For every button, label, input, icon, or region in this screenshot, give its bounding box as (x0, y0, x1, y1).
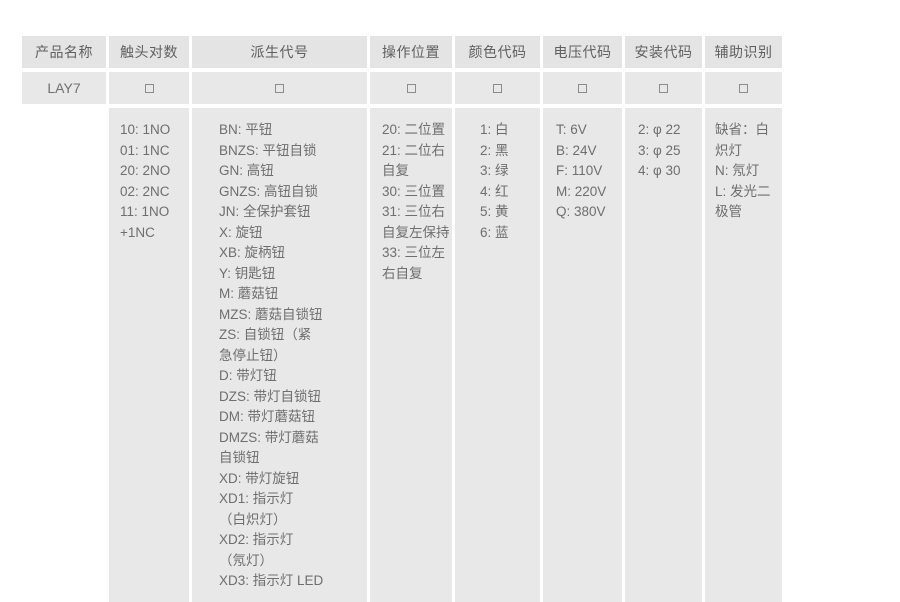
body-cell-aux-identification[interactable]: 缺省：白 炽灯 N: 氖灯 L: 发光二 极管 (705, 108, 782, 602)
column-header-operate-position[interactable]: 操作位置 (370, 36, 452, 68)
column-header-aux-identification[interactable]: 辅助识别 (705, 36, 782, 68)
spec-table: 产品名称 触头对数 派生代号 操作位置 颜色代码 电压代码 安装代码 辅助识别 … (22, 36, 798, 602)
table-header-row: 产品名称 触头对数 派生代号 操作位置 颜色代码 电压代码 安装代码 辅助识别 (22, 36, 798, 68)
column-header-voltage-code[interactable]: 电压代码 (543, 36, 622, 68)
column-header-label: 产品名称 (35, 43, 93, 60)
model-slot-aux-identification[interactable] (705, 72, 782, 104)
table-body-row: 10: 1NO 01: 1NC 20: 2NO 02: 2NC 11: 1NO … (22, 108, 798, 602)
column-header-label: 安装代码 (634, 43, 693, 60)
body-cell-voltage-code[interactable]: T: 6V B: 24V F: 110V M: 220V Q: 380V (543, 108, 622, 602)
model-code-row: LAY7 (22, 72, 798, 104)
square-placeholder-icon (493, 83, 502, 93)
body-cell-mount-code[interactable]: 2: φ 22 3: φ 25 4: φ 30 (625, 108, 702, 602)
column-header-derived-code[interactable]: 派生代号 (192, 36, 367, 68)
column-header-label: 操作位置 (382, 43, 440, 60)
square-placeholder-icon (739, 83, 748, 93)
body-cell-operate-position[interactable]: 20: 二位置 21: 二位右 自复 30: 三位置 31: 三位右 自复左保持… (370, 108, 452, 602)
square-placeholder-icon (144, 83, 154, 93)
square-placeholder-icon (406, 83, 416, 93)
model-slot-operate-position[interactable] (370, 72, 452, 104)
body-text-voltage-code: T: 6V B: 24V F: 110V M: 220V Q: 380V (556, 122, 607, 220)
column-header-color-code[interactable]: 颜色代码 (455, 36, 540, 68)
column-header-contact-pairs[interactable]: 触头对数 (109, 36, 189, 68)
model-slot-color-code[interactable] (455, 72, 540, 104)
body-text-aux-identification: 缺省：白 炽灯 N: 氖灯 L: 发光二 极管 (715, 122, 771, 220)
body-text-color-code: 1: 白 2: 黑 3: 绿 4: 红 5: 黄 6: 蓝 (480, 122, 509, 240)
model-slot-mount-code[interactable] (625, 72, 702, 104)
model-name-cell[interactable]: LAY7 (22, 72, 106, 104)
body-cell-color-code[interactable]: 1: 白 2: 黑 3: 绿 4: 红 5: 黄 6: 蓝 (455, 108, 540, 602)
body-text-mount-code: 2: φ 22 3: φ 25 4: φ 30 (638, 122, 681, 179)
column-header-label: 颜色代码 (468, 43, 527, 60)
body-text-operate-position: 20: 二位置 21: 二位右 自复 30: 三位置 31: 三位右 自复左保持… (382, 122, 450, 281)
model-slot-voltage-code[interactable] (543, 72, 622, 104)
column-header-label: 辅助识别 (714, 43, 773, 60)
model-slot-contact-pairs[interactable] (109, 72, 189, 104)
body-text-contact-pairs: 10: 1NO 01: 1NC 20: 2NO 02: 2NC 11: 1NO … (120, 122, 171, 240)
body-cell-contact-pairs[interactable]: 10: 1NO 01: 1NC 20: 2NO 02: 2NC 11: 1NO … (109, 108, 189, 602)
square-placeholder-icon (578, 83, 587, 93)
column-header-label: 电压代码 (553, 43, 612, 60)
column-header-label: 触头对数 (120, 43, 178, 60)
body-cell-product-name (22, 108, 106, 602)
column-header-product-name[interactable]: 产品名称 (22, 36, 106, 68)
column-header-mount-code[interactable]: 安装代码 (625, 36, 702, 68)
square-placeholder-icon (659, 83, 668, 93)
model-name-label: LAY7 (47, 79, 81, 96)
square-placeholder-icon (275, 83, 284, 93)
body-cell-derived-code[interactable]: BN: 平钮 BNZS: 平钮自锁 GN: 高钮 GNZS: 高钮自锁 JN: … (192, 108, 367, 602)
column-header-label: 派生代号 (250, 43, 309, 60)
body-text-derived-code: BN: 平钮 BNZS: 平钮自锁 GN: 高钮 GNZS: 高钮自锁 JN: … (219, 122, 324, 589)
model-slot-derived-code[interactable] (192, 72, 367, 104)
